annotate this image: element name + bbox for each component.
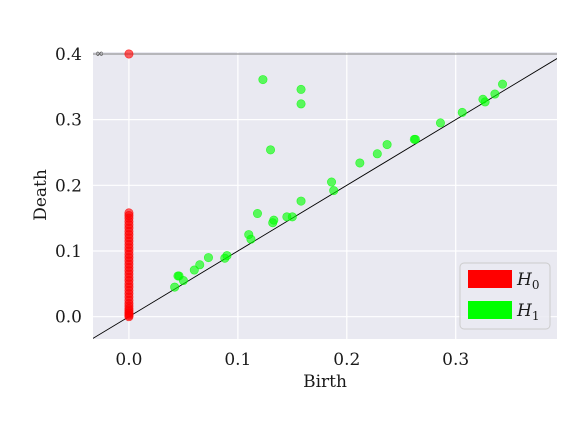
x-tick-label: 0.3 (442, 350, 469, 370)
point-h1 (266, 145, 276, 155)
point-h1 (490, 89, 500, 99)
x-tick-label: 0.0 (115, 350, 142, 370)
x-axis-label: Birth (303, 372, 347, 392)
point-h1 (173, 271, 183, 281)
series-h0 (124, 49, 134, 322)
y-tick-label: 0.1 (55, 242, 82, 262)
legend: H0 H1 (459, 262, 551, 330)
x-tick-label: 0.2 (333, 350, 360, 370)
point-h1 (435, 118, 445, 128)
y-tick-label: 0.0 (55, 308, 82, 328)
point-h1 (296, 99, 306, 109)
point-h1 (355, 158, 365, 168)
point-h1 (252, 209, 262, 219)
y-tick-label: 0.2 (55, 176, 82, 196)
point-h1 (246, 234, 256, 244)
series-h1 (170, 75, 508, 292)
infinity-label: ∞ (95, 47, 104, 60)
point-h1 (296, 196, 306, 206)
point-h1 (287, 212, 297, 222)
point-h1 (480, 97, 490, 107)
legend-label-h0: H0 (516, 270, 539, 292)
point-h1 (170, 282, 180, 292)
y-tick-label: 0.3 (55, 111, 82, 131)
point-h1 (329, 186, 339, 196)
y-tick-label: 0.4 (55, 45, 82, 65)
point-h1 (203, 253, 213, 263)
point-h1 (296, 84, 306, 94)
point-h1 (220, 253, 230, 263)
legend-swatch-h0 (468, 270, 512, 288)
point-h1 (269, 215, 279, 225)
legend-label-h1: H1 (516, 301, 539, 323)
point-h1 (457, 107, 467, 117)
y-axis-label: Death (31, 169, 51, 221)
point-h1 (382, 140, 392, 150)
x-tick-label: 0.1 (224, 350, 251, 370)
point-h1 (498, 79, 508, 89)
legend-swatch-h1 (468, 301, 512, 319)
point-h1 (327, 177, 337, 187)
point-h1 (189, 265, 199, 275)
point-h1 (372, 149, 382, 159)
point-h1 (409, 134, 419, 144)
point-h1 (195, 260, 205, 270)
point-h1 (258, 75, 268, 85)
point-h0 (124, 312, 134, 322)
point-h0 (124, 49, 134, 59)
axis-ticks: 0.0 0.1 0.2 0.3 0.0 0.1 0.2 0.3 0.4 (55, 45, 469, 370)
